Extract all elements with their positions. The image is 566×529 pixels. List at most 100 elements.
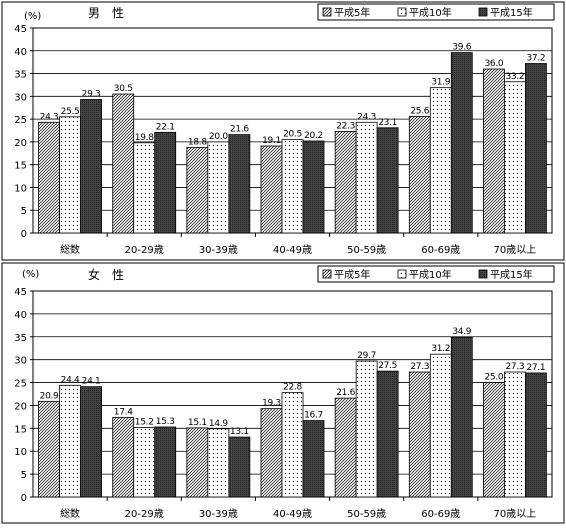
bar-2-1 [59, 384, 81, 498]
data-label: 19.8 [135, 133, 154, 143]
bar-2-5 [355, 360, 378, 498]
bar-3-1 [80, 99, 102, 234]
data-label: 17.4 [114, 407, 133, 417]
chart-title: 女 性 [88, 267, 124, 282]
bar-3-7 [525, 372, 547, 498]
data-label: 23.1 [378, 118, 397, 128]
y-tick-label: 10 [14, 183, 27, 194]
legend-label-series-3: 平成15年 [490, 268, 533, 281]
bar-3-2 [154, 131, 177, 234]
legend-label-series-1: 平成5年 [334, 268, 370, 281]
bar-1-5 [334, 131, 357, 234]
bar-1-2 [112, 93, 135, 234]
data-label: 27.3 [506, 362, 525, 372]
bar-2-4 [281, 392, 304, 498]
bar-1-7 [483, 68, 505, 234]
data-label: 25.0 [485, 373, 504, 383]
x-tick-label: 60-69歳 [421, 508, 460, 520]
legend-label-series-2: 平成10年 [409, 268, 452, 281]
data-label: 21.6 [336, 388, 355, 398]
bar-1-5 [334, 397, 357, 498]
data-label: 29.3 [82, 90, 101, 100]
bar-3-7 [525, 63, 547, 234]
data-label: 27.1 [527, 363, 546, 373]
x-tick-label: 50-59歳 [347, 508, 386, 520]
chart-panel-male: (%) 男 性 平成5年 平成10年 平成15年 0 5 10 15 20 25 30 35 4… [1, 1, 565, 261]
x-tick-label: 60-69歳 [421, 244, 460, 256]
data-label: 37.2 [527, 54, 546, 64]
x-tick-label: 70歳以上 [494, 244, 537, 256]
data-label: 24.4 [61, 375, 80, 385]
y-tick-label: 35 [14, 333, 27, 344]
bar-1-4 [260, 408, 283, 498]
x-tick-label: 30-39歳 [199, 508, 238, 520]
chart-panel-female: (%) 女 性 平成5年 平成10年 平成15年 0 5 10 15 20 25 30 35 4… [1, 262, 565, 524]
x-tick-label: 40-49歳 [273, 244, 312, 256]
y-tick-label: 25 [14, 379, 27, 390]
x-tick-label: 50-59歳 [347, 244, 386, 256]
bar-3-5 [376, 370, 399, 498]
x-tick-label: 40-49歳 [273, 508, 312, 520]
data-label: 20.0 [209, 132, 228, 142]
bar-3-3 [228, 134, 251, 234]
data-label: 16.7 [304, 411, 323, 421]
y-tick-label: 45 [14, 24, 27, 35]
data-label: 34.9 [452, 327, 471, 337]
bar-3-2 [154, 426, 177, 498]
bar-2-3 [207, 428, 230, 498]
y-tick-label: 10 [14, 447, 27, 458]
bar-2-4 [281, 139, 304, 234]
data-label: 36.0 [485, 59, 504, 69]
bar-3-6 [450, 52, 473, 234]
data-label: 19.3 [262, 399, 281, 409]
data-label: 15.2 [135, 417, 154, 427]
y-tick-label: 5 [21, 206, 27, 217]
y-tick-label: 40 [14, 310, 27, 321]
bar-1-7 [483, 382, 505, 498]
legend-label-series-3: 平成15年 [490, 6, 533, 19]
data-label: 29.7 [357, 351, 376, 361]
y-tick-label: 25 [14, 115, 27, 126]
legend: 平成5年 平成10年 平成15年 [317, 3, 555, 21]
y-tick-label: 45 [14, 287, 27, 298]
bar-3-3 [228, 436, 251, 498]
data-label: 15.1 [188, 418, 207, 428]
bar-1-1 [38, 400, 60, 498]
bar-3-6 [450, 336, 473, 498]
legend-label-series-2: 平成10年 [409, 6, 452, 19]
bar-1-4 [260, 145, 283, 234]
data-label: 27.3 [410, 362, 429, 372]
y-tick-label: 0 [21, 229, 27, 240]
legend: 平成5年 平成10年 平成15年 [317, 265, 555, 283]
x-tick-label: 20-29歳 [125, 244, 164, 256]
data-label: 33.2 [506, 72, 525, 82]
y-tick-label: 0 [21, 493, 27, 504]
bar-2-6 [429, 87, 452, 234]
data-label: 21.6 [230, 125, 249, 135]
legend-box [317, 3, 555, 21]
data-label: 19.1 [262, 136, 281, 146]
bar-2-3 [207, 141, 230, 234]
y-tick-label: 40 [14, 47, 27, 58]
y-tick-label: 15 [14, 424, 27, 435]
bar-2-1 [59, 116, 81, 234]
data-label: 20.9 [40, 391, 59, 401]
y-tick-label: 5 [21, 470, 27, 481]
data-label: 31.2 [431, 344, 450, 354]
data-label: 14.9 [209, 419, 228, 429]
data-label: 22.8 [283, 383, 302, 393]
chart-title: 男 性 [88, 6, 124, 20]
bar-1-6 [408, 371, 431, 498]
legend-label-series-1: 平成5年 [334, 6, 370, 19]
data-label: 24.1 [82, 377, 101, 387]
y-tick-label: 30 [14, 92, 27, 103]
y-tick-label: 20 [14, 401, 27, 412]
y-tick-label: 20 [14, 138, 27, 149]
legend-swatch-series-3 [478, 269, 488, 279]
plot-area: 05101520253035404524.325.529.3総数30.519.8… [14, 24, 553, 256]
bar-2-2 [133, 142, 156, 234]
bar-1-1 [38, 121, 60, 234]
bar-3-4 [302, 420, 325, 498]
bar-3-5 [376, 127, 399, 234]
